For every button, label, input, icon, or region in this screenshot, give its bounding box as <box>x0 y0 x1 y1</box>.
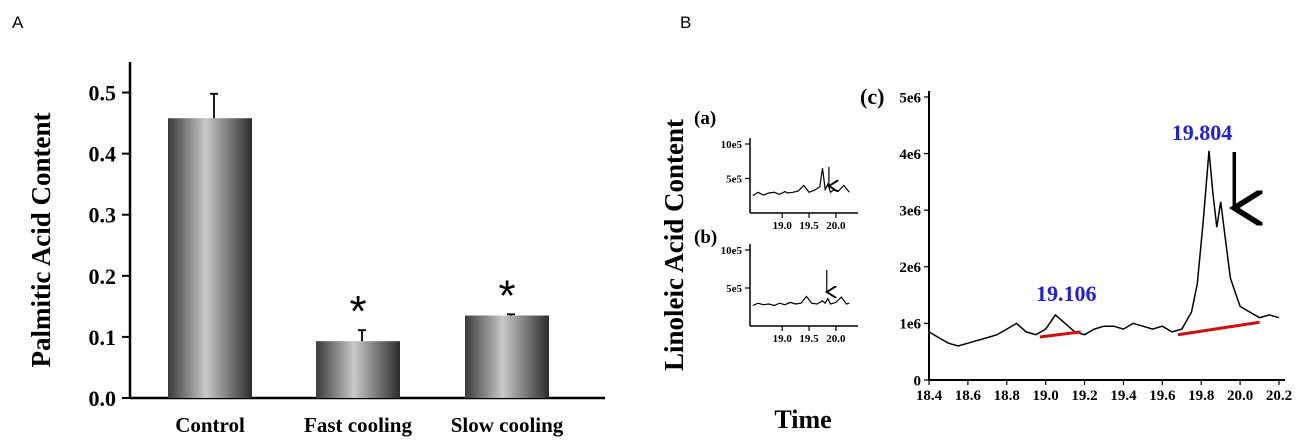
peak-label: 19.804 <box>1172 120 1233 145</box>
y-tick-label: 2e6 <box>899 260 921 276</box>
category-label: Fast cooling <box>304 413 412 437</box>
x-tick-label: 20.0 <box>1227 388 1253 404</box>
series-trace <box>752 168 850 197</box>
x-tick-label: 19.6 <box>1149 388 1176 404</box>
series-trace <box>752 295 850 307</box>
y-tick-label: 5e5 <box>726 283 742 295</box>
category-label: Slow cooling <box>451 413 564 437</box>
x-tick-label: 18.4 <box>916 388 943 404</box>
subplot-b: 5e5 10e5 19.0 19.5 20.0 (b) <box>694 227 858 345</box>
peak-label: 19.106 <box>1036 281 1097 306</box>
significance-marker: * <box>349 287 366 336</box>
time-x-axis-label: Time <box>774 405 831 434</box>
subplot-label: (c) <box>860 84 884 109</box>
x-tick-label: 20.0 <box>826 220 846 232</box>
y-tick-label: 4e6 <box>899 147 921 163</box>
y-tick-label: 0.4 <box>89 142 117 167</box>
x-tick-label: 20.0 <box>826 333 846 345</box>
y-tick-label: 0.5 <box>89 81 117 106</box>
x-tick-label: 20.2 <box>1266 388 1292 404</box>
y-tick-label: 5e5 <box>726 173 742 185</box>
x-tick-label: 19.0 <box>1033 388 1059 404</box>
y-tick-label: 0.3 <box>89 203 117 228</box>
series-trace <box>928 150 1280 347</box>
y-tick-label: 0.1 <box>89 325 117 350</box>
y-tick-label: 0 <box>914 373 922 389</box>
x-tick-label: 19.0 <box>773 220 793 232</box>
y-tick-label: 10e5 <box>721 139 743 151</box>
y-tick-label: 0.2 <box>89 264 117 289</box>
baseline-segment <box>1177 320 1260 337</box>
x-tick-label: 19.0 <box>773 333 793 345</box>
bar-chart-palmitic: Palmitic Acid Content 0.0 0.1 0.2 0.3 0.4 0.5… <box>26 62 605 437</box>
y-tick-label: 0.0 <box>89 386 117 411</box>
x-tick-label: 19.4 <box>1110 388 1137 404</box>
linoleic-y-axis-label: Linoleic Acid Content <box>659 119 689 371</box>
x-tick-label: 19.5 <box>799 333 819 345</box>
bar <box>465 315 549 398</box>
bar <box>316 341 400 398</box>
subplot-label: (b) <box>694 227 717 248</box>
significance-marker: * <box>498 271 515 320</box>
category-label: Control <box>175 413 245 437</box>
x-tick-label: 19.5 <box>799 220 819 232</box>
y-tick-label: 1e6 <box>899 317 921 333</box>
subplot-label: (a) <box>694 108 716 129</box>
x-tick-label: 19.2 <box>1071 388 1097 404</box>
x-tick-label: 18.6 <box>955 388 982 404</box>
bar <box>168 118 252 398</box>
y-tick-label: 5e6 <box>899 90 921 106</box>
subplot-a: 5e5 10e5 19.0 19.5 20.0 (a) <box>694 108 858 232</box>
y-tick-label: 3e6 <box>899 203 921 219</box>
x-tick-label: 18.8 <box>994 388 1020 404</box>
baseline-segment <box>1039 330 1081 339</box>
y-axis-label: Palmitic Acid Content <box>26 113 56 368</box>
subplot-c: 0 1e6 2e6 3e6 4e6 5e6 18.4 18.6 18.8 19.0 19.2 19.4… <box>860 84 1292 404</box>
panel-b-letter: B <box>680 13 691 32</box>
y-tick-label: 10e5 <box>721 245 743 257</box>
x-tick-label: 19.8 <box>1188 388 1214 404</box>
panel-a-letter: A <box>12 13 24 32</box>
